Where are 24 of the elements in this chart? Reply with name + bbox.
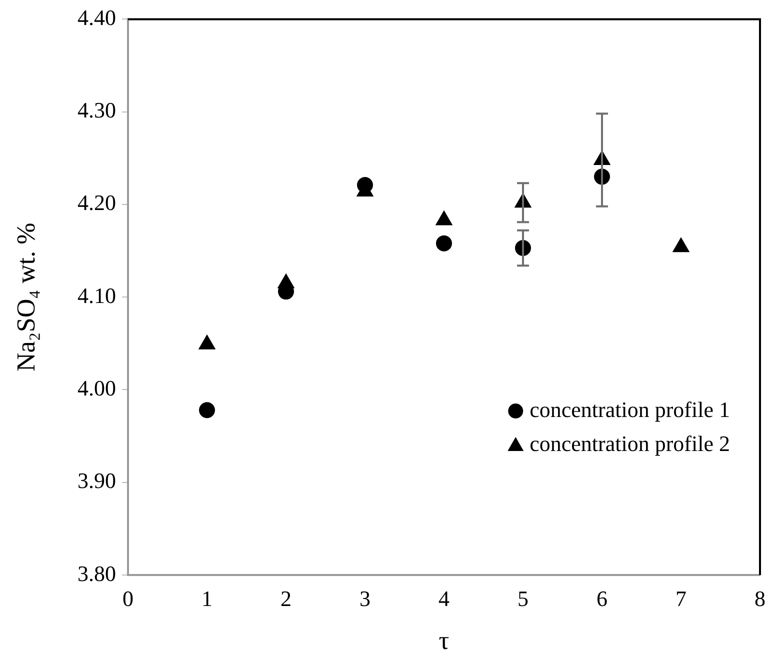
y-tick-label: 3.80	[78, 560, 116, 586]
x-axis-title: τ	[438, 626, 450, 656]
y-axis-title: Na₂SO₄ wt. %	[11, 222, 40, 372]
x-tick-label: 8	[754, 586, 766, 611]
x-tick-label: 3	[360, 586, 370, 611]
point	[672, 238, 690, 252]
x-tick-label: 0	[122, 586, 134, 611]
y-tick-label: 4.00	[78, 376, 116, 401]
x-tick-label: 4	[438, 586, 450, 611]
x-tick-label: 5	[518, 586, 528, 611]
y-tick-label: 4.10	[78, 282, 116, 308]
x-tick-label: 6	[596, 586, 608, 611]
y-tick-label: 3.90	[78, 468, 116, 494]
y-tick-label: 4.20	[78, 190, 116, 216]
x-tick-label: 2	[280, 586, 292, 611]
x-tick-label: 7	[676, 586, 686, 611]
y-tick-label: 4.40	[78, 4, 116, 30]
legend-label: concentration profile 1	[530, 396, 730, 422]
point	[436, 235, 452, 252]
x-tick-label: 1	[202, 586, 212, 611]
point	[436, 210, 452, 226]
legend-label: concentration profile 2	[530, 430, 730, 456]
y-tick-label: 4.30	[78, 98, 116, 123]
point	[199, 402, 215, 418]
